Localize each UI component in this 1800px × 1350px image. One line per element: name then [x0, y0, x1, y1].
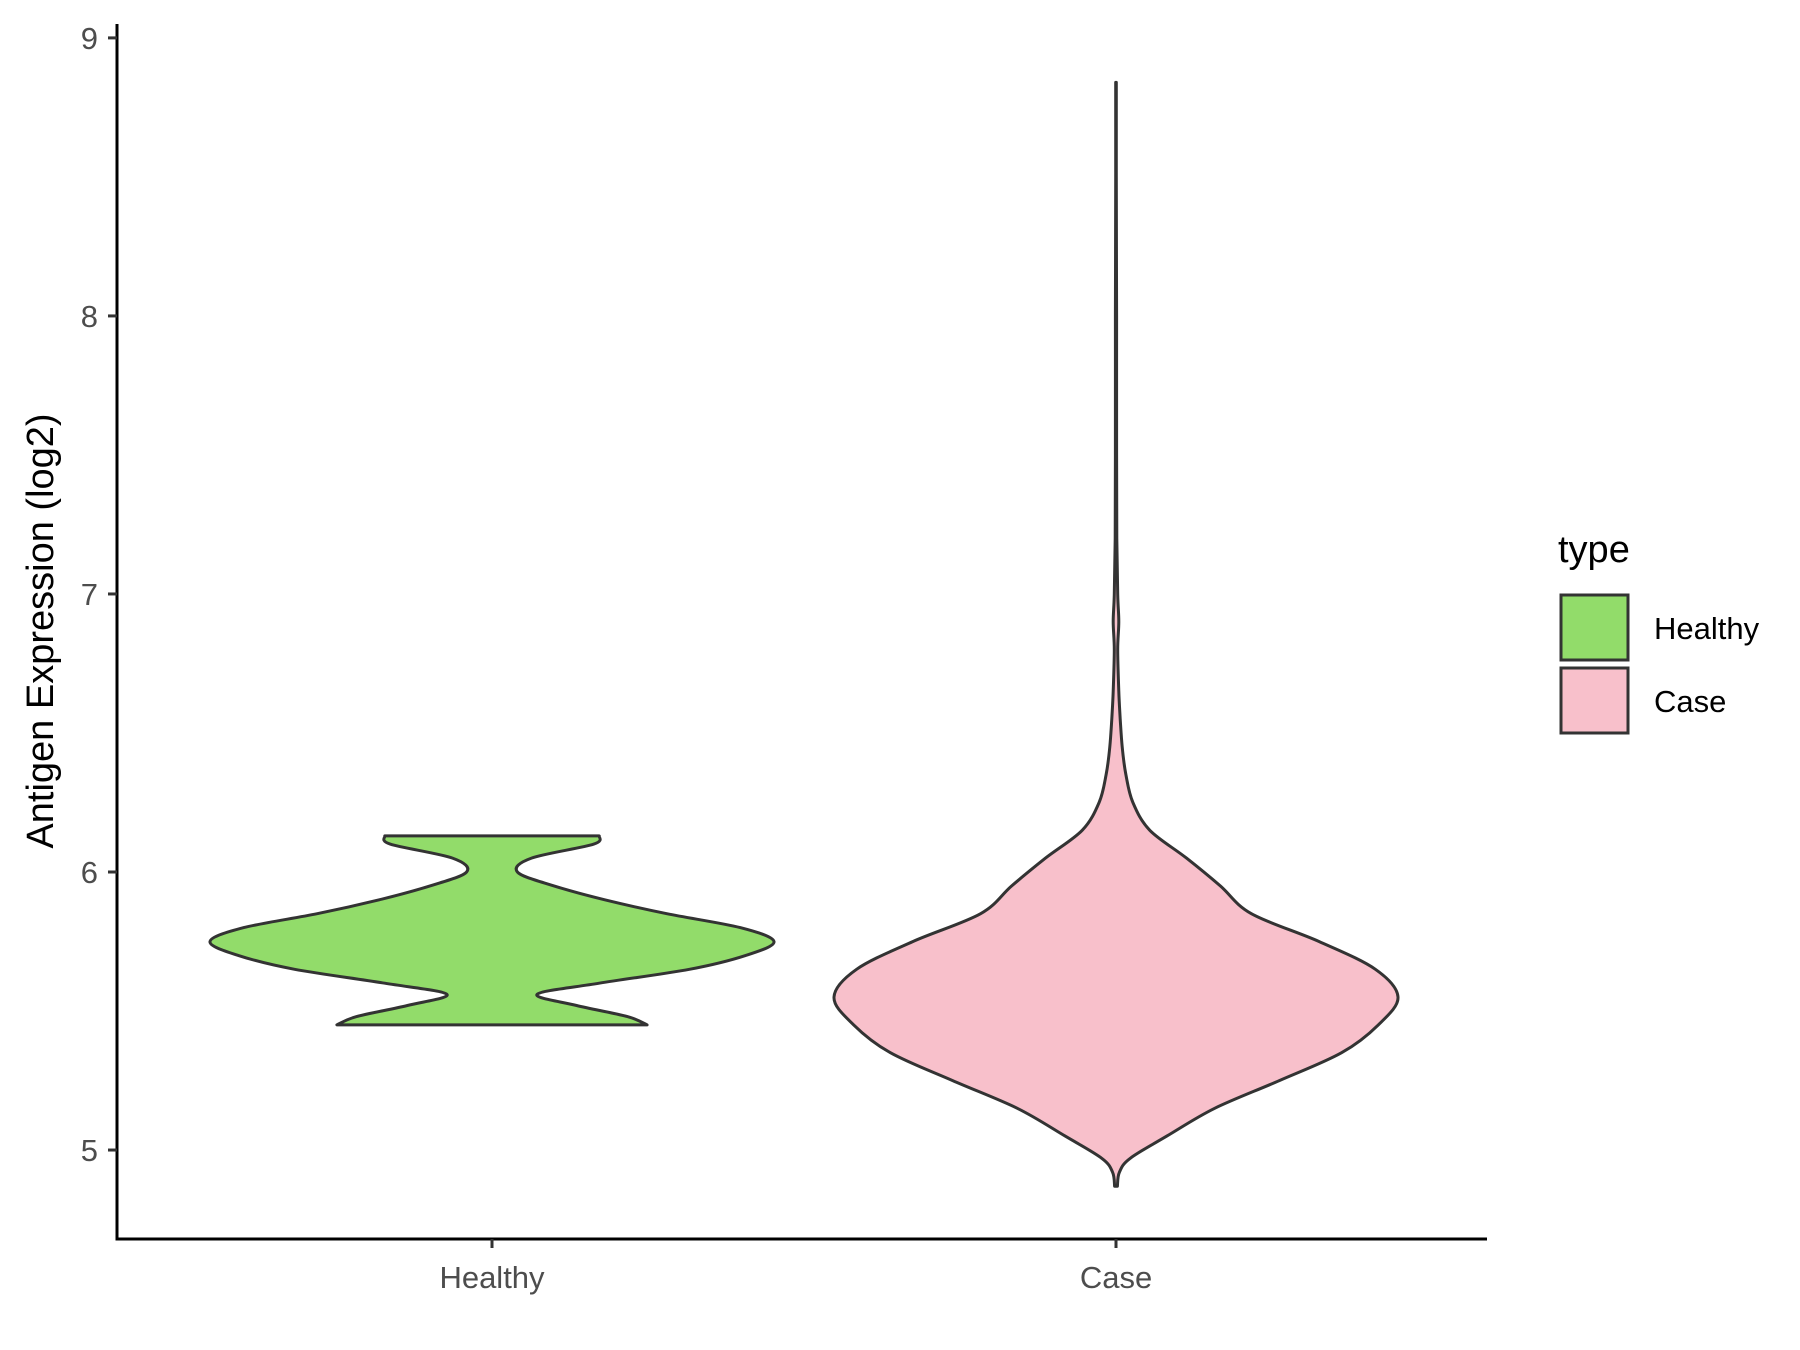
legend-title: type	[1558, 529, 1630, 571]
y-axis-title: Antigen Expression (log2)	[20, 413, 62, 848]
legend-key-case	[1559, 666, 1630, 735]
violin-healthy	[208, 834, 776, 1027]
legend-label-healthy: Healthy	[1654, 611, 1760, 646]
y-tick-label: 6	[81, 855, 98, 890]
legend-key-healthy	[1559, 593, 1630, 662]
y-tick-label: 9	[81, 21, 98, 56]
legend-label-case: Case	[1654, 684, 1726, 719]
y-tick-label: 8	[81, 299, 98, 334]
violin-layer	[208, 80, 1400, 1188]
y-tick-label: 7	[81, 577, 98, 612]
y-axis-ticks: 5 6 7 8 9	[81, 21, 117, 1168]
x-tick-label-case: Case	[1080, 1260, 1152, 1295]
legend: type Healthy Case	[1558, 529, 1760, 735]
y-tick-label: 5	[81, 1133, 98, 1168]
x-axis-ticks: Healthy Case	[439, 1239, 1152, 1295]
violin-case	[832, 80, 1400, 1188]
x-tick-label-healthy: Healthy	[439, 1260, 545, 1295]
